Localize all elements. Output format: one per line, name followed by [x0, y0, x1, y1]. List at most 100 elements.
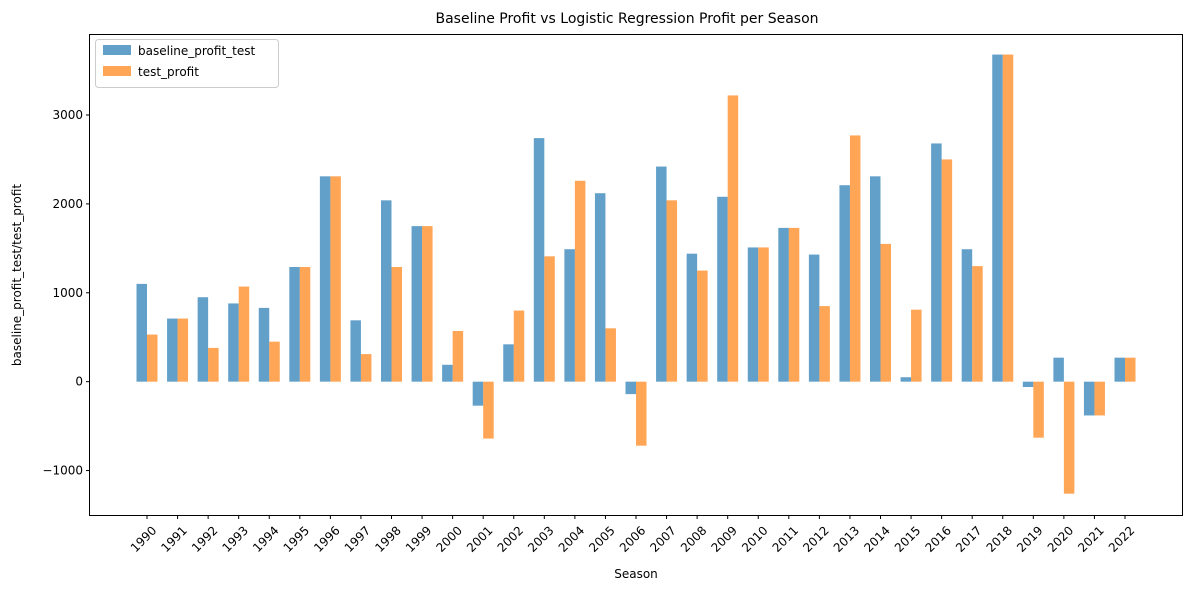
bar-baseline-2003 [533, 138, 545, 382]
bar-baseline-2021 [1083, 381, 1095, 416]
x-axis-label: Season [614, 567, 658, 581]
bar-test-1996 [330, 176, 341, 382]
y-axis-label: baseline_profit_test/test_profit [10, 184, 24, 366]
x-tick-label-1995: 1995 [281, 523, 312, 554]
legend-swatch-test [103, 66, 131, 76]
y-tick-label: 0 [75, 375, 83, 389]
bar-test-2015 [911, 309, 922, 382]
legend-swatch-baseline [103, 45, 131, 55]
x-tick-label-1997: 1997 [342, 523, 373, 554]
bar-test-2021 [1094, 381, 1105, 416]
y-tick-label: −1000 [42, 464, 83, 478]
legend: baseline_profit_test test_profit [95, 39, 279, 88]
x-tick-label-2005: 2005 [586, 523, 617, 554]
bar-test-2003 [544, 256, 555, 382]
y-tick-label: 2000 [52, 197, 83, 211]
y-axis: −1000 0 1000 2000 3000 [42, 108, 90, 478]
bar-test-2004 [574, 180, 586, 382]
x-tick-label-2022: 2022 [1106, 523, 1137, 554]
bar-test-2018 [1002, 54, 1014, 382]
bar-baseline-1999 [411, 226, 423, 382]
bar-baseline-2000 [442, 364, 453, 382]
y-tick-label: 3000 [52, 108, 83, 122]
x-tick-label-2020: 2020 [1045, 523, 1076, 554]
x-tick-label-1998: 1998 [372, 523, 403, 554]
bar-test-2002 [513, 310, 525, 382]
bar-baseline-1996 [319, 176, 331, 382]
bars-group [136, 54, 1136, 494]
x-tick-label-2015: 2015 [892, 523, 923, 554]
bar-baseline-2007 [656, 166, 667, 382]
bar-baseline-2012 [808, 254, 820, 382]
x-tick-label-2004: 2004 [556, 523, 587, 554]
bar-baseline-1993 [228, 303, 239, 382]
bar-baseline-2019 [1022, 381, 1034, 387]
bar-baseline-1998 [381, 200, 392, 382]
bar-baseline-2022 [1114, 357, 1125, 382]
bar-baseline-2020 [1053, 357, 1064, 382]
bar-test-2014 [880, 243, 891, 382]
bar-test-2017 [972, 266, 983, 382]
legend-label-baseline: baseline_profit_test [138, 44, 255, 58]
bar-baseline-1990 [136, 283, 147, 382]
bar-baseline-2014 [870, 176, 881, 382]
bar-test-1998 [391, 267, 402, 382]
bar-test-1992 [208, 347, 219, 382]
bar-test-1997 [360, 354, 372, 382]
bar-test-2000 [452, 331, 464, 382]
x-tick-label-2021: 2021 [1075, 523, 1106, 554]
bar-test-2019 [1033, 381, 1044, 438]
x-tick-label-1994: 1994 [250, 523, 281, 554]
bar-test-2016 [941, 159, 953, 382]
x-tick-label-2012: 2012 [800, 523, 831, 554]
bar-test-1995 [299, 267, 311, 382]
x-tick-label-1990: 1990 [128, 523, 159, 554]
bar-test-2011 [788, 227, 800, 382]
x-tick-label-2018: 2018 [984, 523, 1015, 554]
bar-baseline-2009 [717, 196, 728, 382]
bar-baseline-2011 [778, 227, 789, 382]
x-tick-label-1996: 1996 [311, 523, 342, 554]
bar-baseline-2004 [564, 249, 575, 382]
bar-test-2022 [1125, 357, 1136, 382]
bar-baseline-1997 [350, 320, 361, 382]
bar-test-1993 [238, 286, 250, 382]
bar-baseline-2008 [686, 253, 698, 382]
bar-test-2008 [697, 270, 708, 382]
bar-baseline-2013 [839, 185, 850, 382]
x-tick-label-2007: 2007 [647, 523, 678, 554]
bar-test-2009 [727, 95, 739, 382]
bar-test-1991 [177, 318, 189, 382]
x-tick-label-2001: 2001 [464, 523, 495, 554]
bar-baseline-2001 [472, 381, 484, 406]
legend-frame [95, 39, 279, 88]
bar-test-2012 [819, 306, 830, 382]
x-axis: 1990 1991 1992 1993 1994 1995 1996 1997 1998 1999… [128, 515, 1137, 555]
bar-test-2001 [483, 381, 494, 439]
x-tick-label-1999: 1999 [403, 523, 434, 554]
bar-test-2005 [605, 328, 616, 382]
bar-test-2010 [758, 247, 769, 382]
bar-baseline-2010 [747, 247, 759, 382]
bar-test-2020 [1063, 381, 1075, 494]
bar-baseline-1994 [258, 307, 270, 382]
x-tick-label-2016: 2016 [922, 523, 953, 554]
x-tick-label-2013: 2013 [831, 523, 862, 554]
chart-title: Baseline Profit vs Logistic Regression P… [435, 11, 818, 27]
x-tick-label-1991: 1991 [158, 523, 189, 554]
x-tick-label-2003: 2003 [525, 523, 556, 554]
bar-baseline-2006 [625, 381, 636, 395]
x-tick-label-2009: 2009 [709, 523, 740, 554]
bar-test-2013 [849, 135, 861, 382]
bar-test-1999 [422, 226, 433, 382]
bar-test-2006 [636, 381, 647, 446]
x-tick-label-2002: 2002 [495, 523, 526, 554]
x-tick-label-2014: 2014 [861, 523, 892, 554]
bar-baseline-1992 [197, 297, 209, 382]
bar-baseline-2018 [992, 54, 1003, 382]
bar-baseline-2016 [931, 143, 942, 382]
bar-baseline-2005 [594, 193, 606, 382]
x-tick-label-1992: 1992 [189, 523, 220, 554]
